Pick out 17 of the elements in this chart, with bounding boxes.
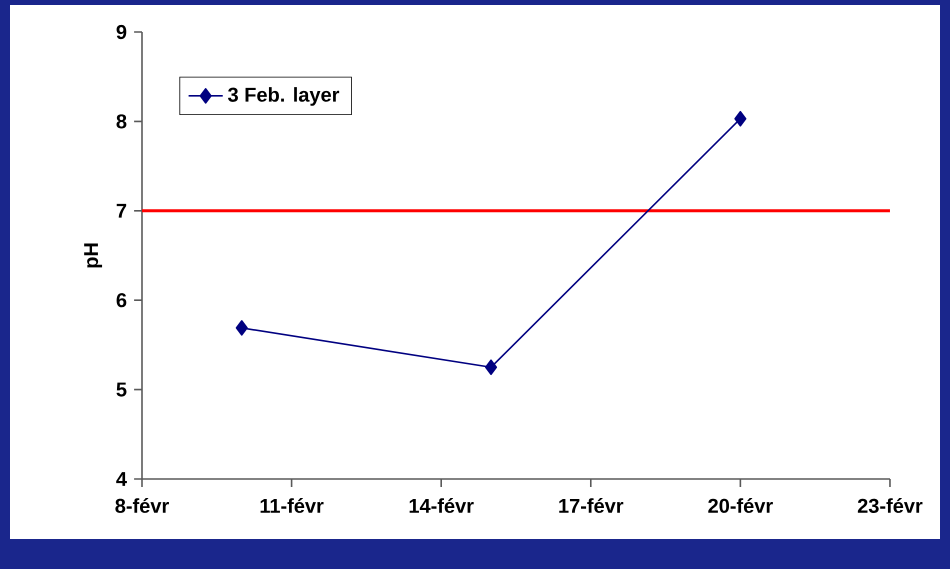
x-tick-label: 8-févr [115, 498, 169, 513]
point [236, 320, 248, 336]
y-tick-label: 4 [116, 472, 127, 486]
x-tick-label: 17-févr [559, 498, 624, 513]
y-tick-label: 8 [116, 114, 126, 128]
x-tick-label: 11-févr [260, 498, 324, 513]
y-tick-label: 9 [116, 24, 126, 40]
y-tick-label: 6 [116, 293, 126, 308]
point [484, 359, 498, 376]
x-tick-label: 14-févr [410, 498, 474, 513]
y-tick-label: 7 [116, 204, 126, 218]
x-tick-label: 20-févr [708, 498, 773, 513]
y-axis-title: pH [84, 244, 102, 268]
legend-label: 3 Feb. layer [228, 87, 340, 106]
point [734, 110, 746, 127]
y-tick-label: 5 [116, 382, 126, 397]
x-tick-label: 23-févr [858, 498, 922, 513]
